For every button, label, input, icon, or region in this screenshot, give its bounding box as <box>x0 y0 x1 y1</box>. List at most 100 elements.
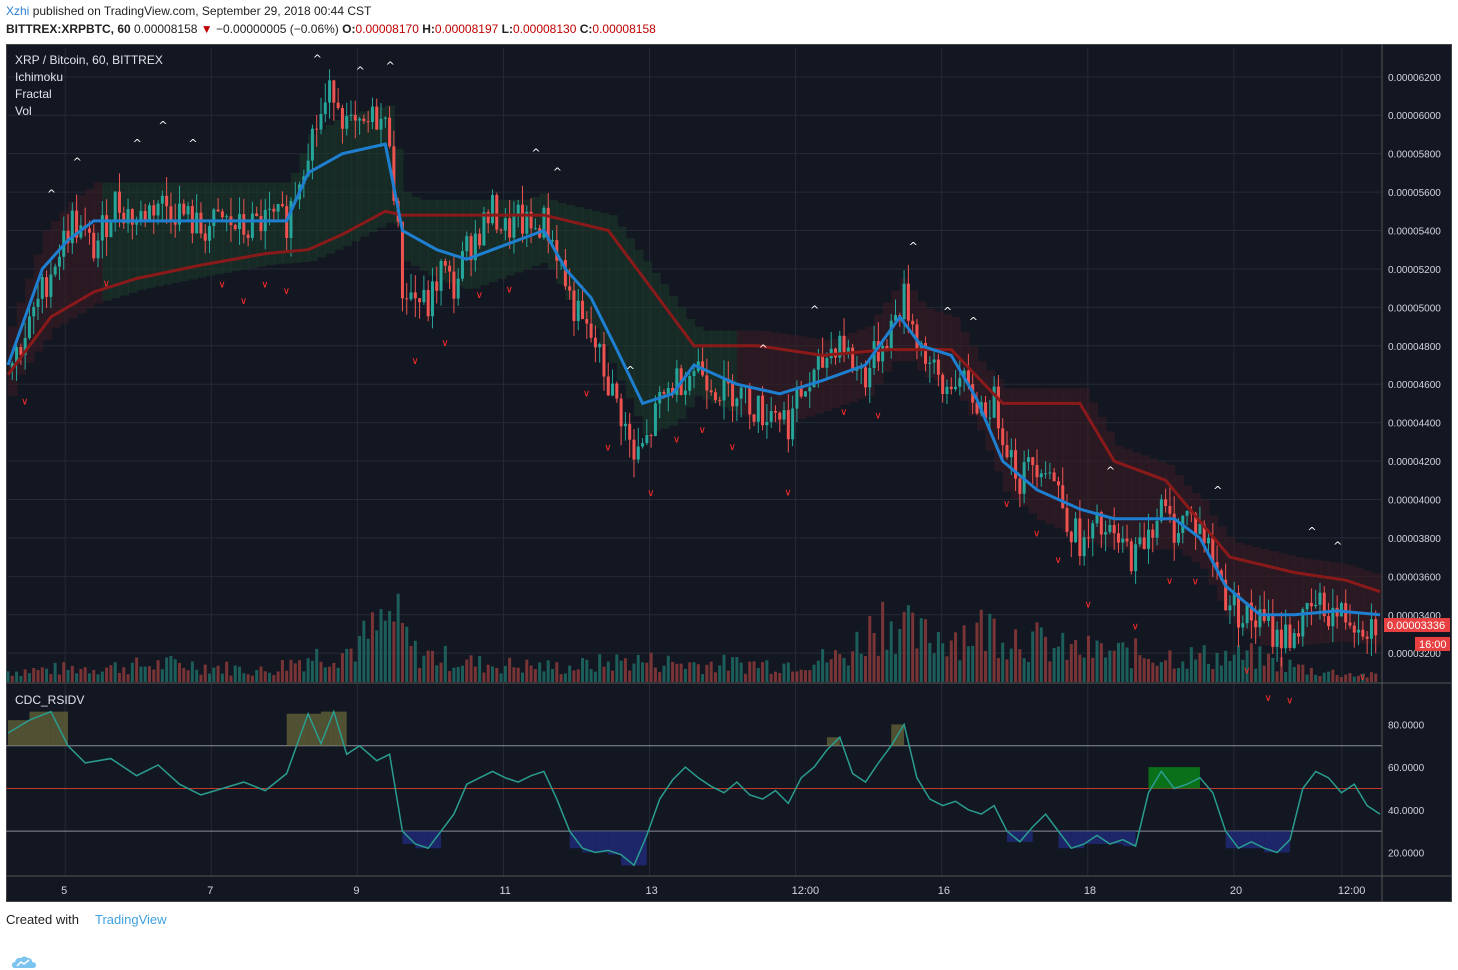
volume-bar <box>864 656 867 682</box>
volume-bar <box>551 669 555 682</box>
cloud-segment <box>1225 536 1236 617</box>
cloud-segment <box>162 182 172 285</box>
volume-bar <box>6 671 10 682</box>
candle-body <box>203 233 207 241</box>
cloud-segment <box>1362 570 1373 644</box>
candle-body <box>988 417 992 419</box>
candle-body <box>379 118 383 130</box>
candle-body <box>1082 537 1086 557</box>
candle-body <box>49 274 53 297</box>
fractal-down-icon: ∨ <box>261 280 268 291</box>
fractal-down-icon: ∨ <box>1286 695 1293 706</box>
candle-body <box>636 446 640 460</box>
low-label: L: <box>501 22 513 36</box>
candle-body <box>1305 602 1309 610</box>
time-tick-label: 7 <box>207 885 213 897</box>
candle-body <box>1052 472 1056 482</box>
cloud-segment <box>1037 388 1047 521</box>
volume-bar <box>1219 665 1223 682</box>
cloud-segment <box>222 182 232 273</box>
volume-bar <box>1185 668 1189 682</box>
cloud-segment <box>822 340 833 412</box>
volume-bar <box>199 674 203 682</box>
chart-canvas[interactable]: ∨ ^ ^ ∨ ^ ^ ^ ∨ ∨ ∨ ∨ ^ ^ ^ ^ ∨ ∨ ∨ ∨ ^ ^ ∨ ∨ ^ ∨ ∨ ∨ ∨ ^ ∨ ^ ∨ ∨ ^ ^ ^ ∨ ∨ ∨ ∨… <box>6 44 1452 902</box>
volume-bar <box>315 648 319 682</box>
cloud-segment <box>1337 563 1347 642</box>
volume-bar <box>842 657 846 682</box>
price-tick-label: 0.00004200 <box>1388 457 1441 468</box>
volume-bar <box>272 675 276 682</box>
volume-bar <box>1357 675 1361 682</box>
volume-bar <box>696 664 700 682</box>
volume-bar <box>546 660 550 682</box>
candle-body <box>1374 619 1378 636</box>
author-link[interactable]: Xzhi <box>6 4 30 18</box>
cloud-segment <box>685 318 696 408</box>
candle-body <box>345 116 349 129</box>
candle-body <box>902 283 906 320</box>
volume-bar <box>208 673 212 682</box>
rsi-tick-label: 20.0000 <box>1388 849 1425 860</box>
volume-bar <box>713 672 717 682</box>
cloud-segment <box>676 307 687 419</box>
candle-body <box>782 410 786 420</box>
volume-bar <box>92 670 96 682</box>
candle-body <box>1031 457 1035 465</box>
candle-body <box>478 233 482 246</box>
candle-body <box>165 195 169 207</box>
volume-bar <box>358 636 362 682</box>
tradingview-link[interactable]: TradingView <box>94 912 167 927</box>
candle-body <box>1207 537 1210 544</box>
cloud-segment <box>1028 388 1039 514</box>
candle-body <box>143 210 147 222</box>
candle-body <box>499 229 503 231</box>
volume-bar <box>735 656 739 682</box>
cloud-segment <box>1354 567 1364 644</box>
volume-bar <box>135 657 139 682</box>
fractal-down-icon: ∨ <box>1166 576 1173 587</box>
volume-bar <box>15 671 19 682</box>
candle-body <box>418 298 422 303</box>
candle-body <box>1357 629 1361 633</box>
cloud-segment <box>865 326 876 396</box>
volume-bar <box>958 660 962 682</box>
candle-body <box>220 211 224 218</box>
cloud-segment <box>522 199 533 270</box>
high-label: H: <box>422 22 435 36</box>
candle-body <box>1275 629 1279 647</box>
cloud-segment <box>299 153 310 263</box>
volume-bar <box>499 673 503 682</box>
candle-body <box>195 212 199 234</box>
candle-body <box>1099 512 1103 535</box>
price-tick-label: 0.00005600 <box>1388 188 1441 199</box>
candle-body <box>894 315 898 321</box>
cloud-segment <box>1062 388 1073 533</box>
volume-bar <box>876 655 880 682</box>
volume-bar <box>598 654 602 682</box>
volume-bar <box>1142 658 1146 682</box>
candle-body <box>1142 537 1146 549</box>
volume-bar <box>1176 668 1180 682</box>
volume-bar <box>430 650 434 682</box>
volume-bar <box>23 669 27 682</box>
cloud-segment <box>736 330 747 415</box>
candle-body <box>1086 537 1090 539</box>
candle-body <box>705 375 709 391</box>
candle-body <box>375 106 379 130</box>
volume-bar <box>778 672 782 682</box>
volume-bar <box>1074 640 1078 682</box>
created-with-label: Created with <box>6 912 79 927</box>
volume-bar <box>945 656 949 682</box>
cloud-segment <box>694 326 704 396</box>
candle-body <box>602 344 606 377</box>
volume-bar <box>1168 650 1172 682</box>
volume-bar <box>808 670 812 682</box>
cloud-segment <box>59 211 70 324</box>
fractal-down-icon: ∨ <box>240 296 247 307</box>
candle-body <box>280 204 284 207</box>
candle-body <box>1211 537 1215 563</box>
cloud-segment <box>788 334 798 422</box>
volume-bar <box>709 661 713 682</box>
volume-bar <box>422 655 426 682</box>
candle-body <box>1369 619 1373 639</box>
